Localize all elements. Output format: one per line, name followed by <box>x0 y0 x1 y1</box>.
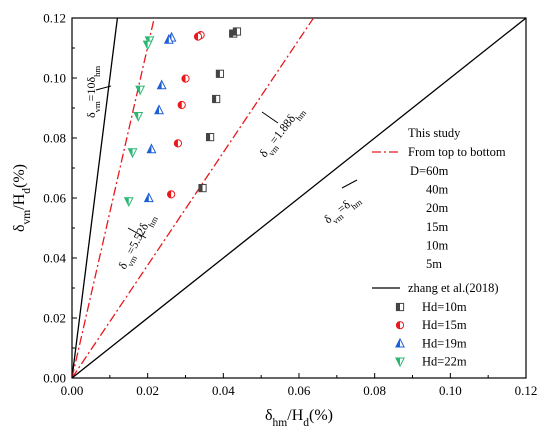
data-point-hd-15m <box>167 190 176 199</box>
legend-d-item: D=60m <box>410 164 449 178</box>
x-tick-label: 0.04 <box>212 383 235 398</box>
data-point-hd-10m <box>212 94 221 104</box>
legend-series-label: Hd=19m <box>422 336 467 350</box>
data-point-hd-22m <box>135 85 146 96</box>
data-point-hd-22m <box>133 112 144 122</box>
x-tick-label: 0.02 <box>136 383 159 398</box>
data-point-hd-15m <box>177 100 186 110</box>
data-point-hd-19m <box>154 104 164 115</box>
x-tick-label: 0.00 <box>61 383 84 398</box>
legend-d-item: 40m <box>426 183 449 197</box>
legend-series-label: Hd=10m <box>422 300 467 314</box>
legend-d-item: 20m <box>426 201 449 215</box>
data-point-hd-19m <box>146 143 157 154</box>
data-point-hd-15m <box>173 139 183 148</box>
data-point-hd-15m <box>181 74 190 83</box>
data-point-hd-10m <box>232 27 242 36</box>
legend-from-top: From top to bottom <box>408 145 506 159</box>
reference-line-3 <box>72 18 526 378</box>
data-point-hd-22m <box>123 197 134 208</box>
data-point-hd-22m <box>127 148 138 159</box>
data-point-hd-19m <box>143 192 154 203</box>
data-point-hd-10m <box>215 69 225 78</box>
label-line-1-88-arrow <box>261 111 279 124</box>
data-point-hd-15m <box>193 32 203 41</box>
legend-marker-hd-22m <box>395 357 405 368</box>
legend-marker-hd-10m <box>395 302 405 312</box>
x-tick-label: 0.08 <box>363 383 386 398</box>
data-point-hd-10m <box>205 133 215 142</box>
data-point-hd-10m <box>198 184 207 193</box>
label-line-5-52-arrow <box>127 227 147 239</box>
label-line-10: δvm=10δhm <box>84 66 102 118</box>
reference-line-0 <box>72 18 119 378</box>
y-tick-label: 0.06 <box>43 191 66 206</box>
x-tick-label: 0.06 <box>288 383 311 398</box>
data-point-hd-22m <box>142 40 153 51</box>
legend-marker-hd-15m <box>395 321 405 330</box>
legend-marker-hd-19m <box>395 337 405 348</box>
y-tick-label: 0.04 <box>43 251 66 266</box>
reference-line-2 <box>72 18 315 378</box>
y-tick-label: 0.02 <box>43 311 66 326</box>
x-tick-label: 0.10 <box>439 383 462 398</box>
legend-zhang: zhang et al.(2018) <box>408 281 499 295</box>
label-line-1-arrow <box>341 179 358 189</box>
legend-series-label: Hd=15m <box>422 318 467 332</box>
x-tick-label: 0.12 <box>515 383 538 398</box>
legend-series-label: Hd=22m <box>422 355 467 369</box>
legend-d-item: 15m <box>426 220 449 234</box>
legend-this-study: This study <box>408 126 461 140</box>
y-tick-label: 0.12 <box>43 11 66 26</box>
y-tick-label: 0.00 <box>43 371 66 386</box>
legend-d-item: 10m <box>426 238 449 252</box>
reference-line-1 <box>72 18 155 378</box>
y-tick-label: 0.10 <box>43 71 66 86</box>
legend-d-item: 5m <box>426 257 442 271</box>
x-axis-title: δhm/Hd(%) <box>265 407 333 429</box>
y-axis-title: δvm/Hd(%) <box>11 164 33 232</box>
data-point-hd-19m <box>156 79 167 90</box>
y-tick-label: 0.08 <box>43 131 66 146</box>
label-line-10-arrow <box>95 85 112 91</box>
data-point-hd-19m <box>163 33 174 44</box>
